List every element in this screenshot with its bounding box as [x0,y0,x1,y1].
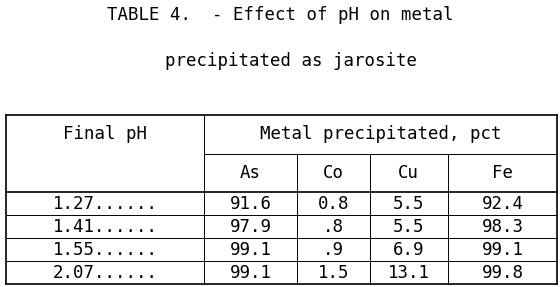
Text: As: As [240,164,261,182]
Text: 5.5: 5.5 [393,218,424,236]
Text: .9: .9 [323,241,344,259]
Text: 99.1: 99.1 [482,241,524,259]
Text: 5.5: 5.5 [393,195,424,213]
Text: 99.1: 99.1 [230,241,272,259]
Text: 1.41......: 1.41...... [53,218,157,236]
Text: 0.8: 0.8 [318,195,349,213]
Text: Co: Co [323,164,344,182]
Text: 92.4: 92.4 [482,195,524,213]
Text: 91.6: 91.6 [230,195,272,213]
Text: 13.1: 13.1 [388,264,430,282]
Text: 1.27......: 1.27...... [53,195,157,213]
Text: Metal precipitated, pct: Metal precipitated, pct [260,125,502,143]
Text: 99.8: 99.8 [482,264,524,282]
Text: .8: .8 [323,218,344,236]
Text: 1.5: 1.5 [318,264,349,282]
Text: 1.55......: 1.55...... [53,241,157,259]
Text: 97.9: 97.9 [230,218,272,236]
Text: 99.1: 99.1 [230,264,272,282]
Text: TABLE 4.  - Effect of pH on metal: TABLE 4. - Effect of pH on metal [107,6,453,24]
Text: Fe: Fe [492,164,513,182]
Text: 6.9: 6.9 [393,241,424,259]
Text: Cu: Cu [398,164,419,182]
Text: 2.07......: 2.07...... [53,264,157,282]
Text: precipitated as jarosite: precipitated as jarosite [143,52,417,70]
Text: 98.3: 98.3 [482,218,524,236]
Text: Final pH: Final pH [63,125,147,143]
